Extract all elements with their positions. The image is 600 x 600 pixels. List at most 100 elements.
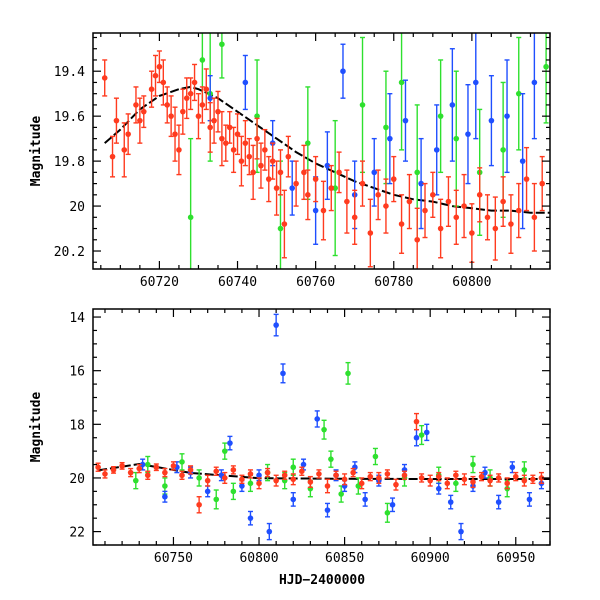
bottom-blue-point (495, 494, 502, 510)
bottom-red-point (110, 465, 117, 474)
top-y-axis-label: Magnitude (29, 116, 44, 187)
top-red-point (262, 128, 268, 171)
top-y-tick-label: 19.6 (54, 110, 85, 125)
top-red-point (160, 59, 167, 106)
bottom-red-point (307, 475, 314, 489)
bottom-x-tick-label: 60750 (154, 551, 193, 566)
top-red-point (476, 167, 483, 223)
top-red-point (254, 117, 260, 160)
bottom-panel: Magnitude HJD−2400000 60750 60800 60850 609… (29, 308, 551, 588)
top-red-point (195, 92, 202, 140)
bottom-red-point (324, 478, 331, 494)
bottom-blue-point (266, 522, 273, 541)
top-red-point (398, 194, 405, 254)
bottom-y-tick-label: 20 (69, 472, 85, 487)
top-red-point (320, 180, 327, 241)
top-red-point (508, 194, 514, 254)
top-red-point (453, 189, 460, 245)
top-red-point (140, 95, 147, 129)
bottom-red-point (530, 474, 536, 485)
bottom-red-point (264, 467, 271, 478)
bottom-y-tick-label: 22 (69, 526, 85, 541)
bottom-red-point (119, 461, 125, 470)
top-red-point (422, 182, 428, 239)
top-red-point (242, 119, 249, 167)
bottom-y-tick-label: 14 (69, 311, 85, 326)
top-blue-point (242, 54, 249, 111)
bottom-x-tick-label: 60850 (325, 551, 364, 566)
bottom-red-point (341, 473, 348, 486)
bottom-red-point (487, 474, 493, 487)
bottom-red-point (435, 471, 442, 482)
top-red-point (101, 59, 108, 97)
bottom-green-point (221, 442, 228, 460)
bottom-red-point (213, 466, 220, 476)
top-blue-point (465, 83, 471, 185)
bottom-blue-point (526, 492, 533, 507)
top-y-tick-label: 19.8 (54, 155, 85, 170)
bottom-x-axis-label: HJD−2400000 (279, 573, 365, 588)
bottom-red-point (153, 463, 160, 472)
bottom-red-point (316, 469, 322, 479)
bottom-red-point (470, 475, 476, 489)
bottom-red-point (95, 462, 101, 472)
bottom-red-point (187, 465, 194, 475)
top-red-point (305, 169, 311, 221)
bottom-red-point (418, 473, 425, 483)
bottom-red-point (393, 478, 399, 491)
top-red-point (164, 86, 171, 124)
top-red-point (172, 106, 178, 162)
top-red-point (531, 182, 538, 252)
top-red-point (328, 164, 335, 212)
top-blue-point (433, 104, 440, 196)
bottom-green-point (290, 458, 297, 476)
top-red-point (539, 155, 545, 212)
top-red-point (277, 149, 284, 196)
top-x-tick-label: 60760 (296, 275, 335, 290)
bottom-red-point (230, 465, 237, 475)
bottom-y-tick-label: 18 (69, 418, 85, 433)
top-red-point (344, 169, 350, 234)
bottom-blue-point (435, 482, 442, 495)
bottom-red-point (196, 496, 202, 514)
top-red-point (484, 194, 491, 241)
bottom-plot-area (95, 313, 550, 541)
top-x-tick-label: 60720 (140, 275, 179, 290)
top-red-point (230, 126, 237, 174)
top-red-point (383, 178, 389, 234)
top-red-point (250, 144, 256, 201)
bottom-green-point (132, 471, 139, 490)
top-red-point (281, 189, 288, 259)
bottom-blue-point (247, 510, 254, 526)
top-red-point (445, 176, 452, 227)
top-y-tick-label: 20.2 (54, 245, 85, 260)
top-blue-point (418, 137, 424, 230)
top-blue-point (504, 59, 510, 174)
bottom-red-point (376, 471, 382, 485)
bottom-red-point (136, 463, 143, 474)
bottom-red-point (427, 474, 433, 487)
top-red-point (113, 97, 120, 144)
bottom-green-point (372, 447, 379, 466)
top-x-tick-label: 60780 (374, 275, 413, 290)
top-red-point (430, 171, 436, 219)
bottom-blue-point (280, 363, 286, 384)
bottom-blue-point (162, 490, 168, 503)
top-green-point (453, 70, 460, 207)
top-red-point (168, 95, 174, 138)
top-y-tick-label: 20 (69, 200, 85, 215)
bottom-green-point (470, 455, 476, 474)
top-red-point (301, 144, 307, 201)
bottom-blue-point (362, 492, 368, 507)
bottom-red-point (478, 471, 485, 482)
top-red-point (336, 151, 342, 194)
top-green-point (359, 36, 366, 174)
bottom-blue-point (314, 410, 321, 428)
top-red-point (523, 146, 530, 212)
bottom-y-axis-label: Magnitude (29, 392, 44, 463)
bottom-red-point (521, 474, 528, 487)
top-red-point (226, 110, 233, 144)
top-red-point (148, 70, 155, 108)
bottom-red-point (273, 474, 279, 487)
top-red-point (187, 77, 194, 111)
